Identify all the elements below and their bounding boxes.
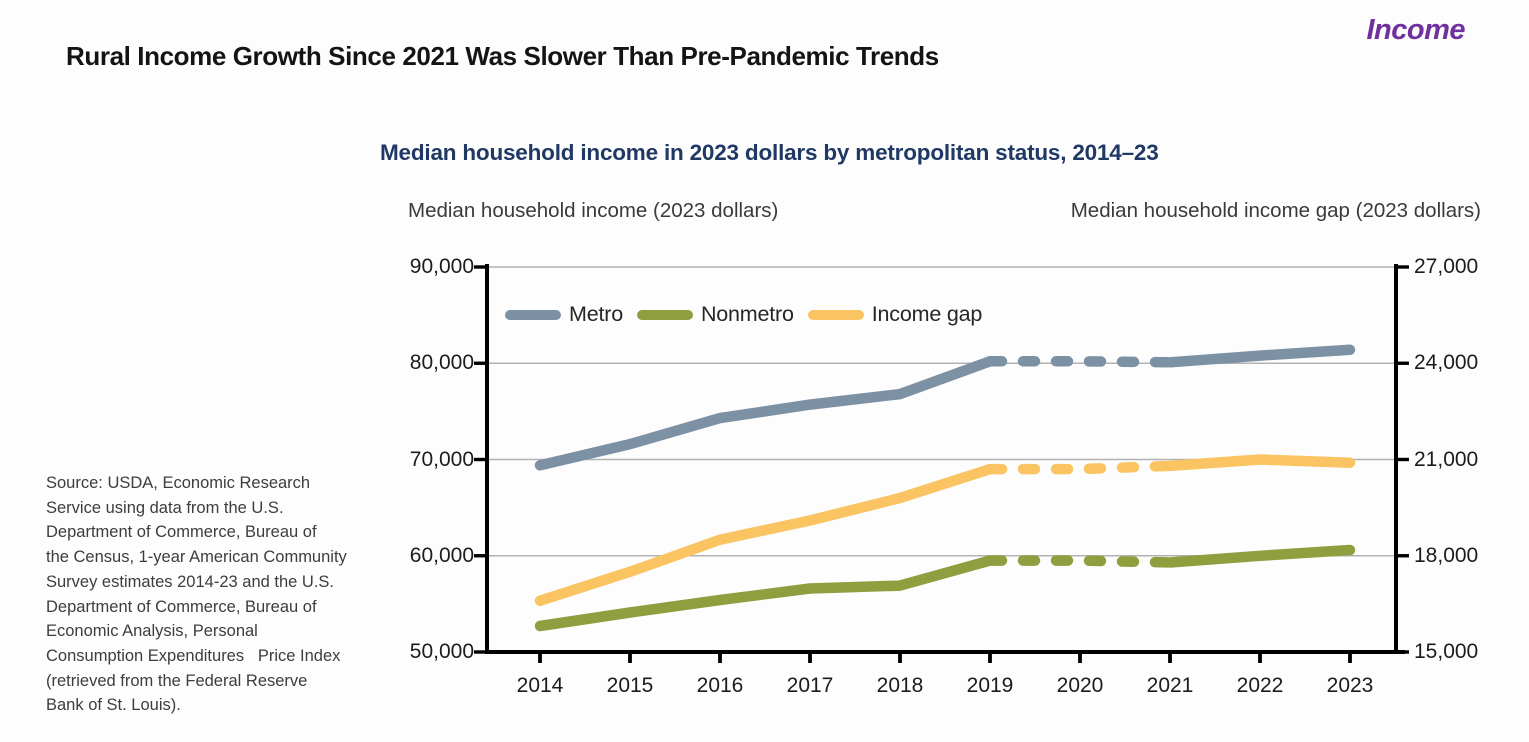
- source-note-line: the Census, 1-year American Community: [46, 548, 347, 567]
- x-axis-tick-label: 2015: [606, 674, 654, 697]
- x-axis-tick-label: 2022: [1236, 674, 1284, 697]
- chart-legend: Metro Nonmetro Income gap: [505, 302, 982, 327]
- right-axis-tick-label: 24,000: [1414, 351, 1479, 375]
- source-note-line: Bank of St. Louis).: [46, 696, 181, 715]
- left-axis-tick-label: 90,000: [409, 255, 474, 278]
- right-axis-title: Median household income gap (2023 dollar…: [1070, 199, 1481, 222]
- legend-item-metro: Metro: [505, 302, 623, 327]
- source-note-line: Economic Analysis, Personal: [46, 622, 258, 641]
- x-axis-tick-label: 2017: [786, 674, 834, 697]
- metro-line: [534, 356, 996, 471]
- left-axis-tick-label: 70,000: [409, 447, 474, 471]
- chart-title: Median household income in 2023 dollars …: [380, 140, 1159, 165]
- right-axis-tick-label: 21,000: [1414, 447, 1479, 471]
- x-axis-tick-label: 2019: [966, 674, 1014, 697]
- source-note-line: Survey estimates 2014-23 and the U.S.: [46, 572, 334, 591]
- nonmetro-line: [534, 555, 996, 632]
- x-axis-tick-label: 2023: [1326, 674, 1374, 697]
- source-note: Source: USDA, Economic Research Service u…: [46, 471, 347, 718]
- x-axis-tick-label: 2016: [696, 674, 744, 697]
- left-axis-title: Median household income (2023 dollars): [408, 199, 779, 222]
- income-gap-line: [534, 463, 996, 606]
- page-title: Rural Income Growth Since 2021 Was Slowe…: [66, 41, 939, 71]
- legend-item-income-gap: Income gap: [807, 302, 983, 327]
- source-note-line: Source: USDA, Economic Research: [46, 474, 311, 492]
- right-axis-tick-label: 15,000: [1414, 640, 1479, 663]
- slide-topic-tag: Income: [1366, 14, 1465, 46]
- left-axis-tick-label: 50,000: [409, 640, 474, 663]
- income-gap-line: [1164, 454, 1356, 472]
- source-note-line: Department of Commerce, Bureau of: [46, 523, 317, 542]
- left-axis-tick-label: 60,000: [409, 543, 474, 567]
- legend-swatch: [807, 309, 864, 320]
- income-gap-line-dashed: [984, 460, 1176, 475]
- source-note-line: Service using data from the U.S.: [46, 498, 284, 517]
- left-axis-tick-label: 80,000: [409, 351, 474, 375]
- source-note-line: Consumption Expenditures Price Index: [46, 646, 341, 665]
- legend-label: Metro: [569, 302, 623, 326]
- source-note-line: (retrieved from the Federal Reserve: [46, 671, 308, 690]
- legend-swatch: [636, 309, 693, 320]
- x-axis-tick-label: 2014: [516, 674, 564, 697]
- nonmetro-line: [1164, 544, 1356, 568]
- legend-item-nonmetro: Nonmetro: [636, 302, 794, 327]
- metro-line: [1164, 344, 1356, 368]
- metro-line-dashed: [984, 356, 1176, 368]
- nonmetro-line-dashed: [984, 555, 1176, 568]
- legend-label: Nonmetro: [700, 302, 794, 326]
- source-note-line: Department of Commerce, Bureau of: [46, 597, 317, 616]
- right-axis-tick-label: 18,000: [1414, 543, 1479, 567]
- legend-label: Income gap: [871, 302, 983, 326]
- right-axis-tick-label: 27,000: [1414, 255, 1479, 278]
- legend-swatch: [505, 309, 561, 320]
- x-axis-tick-label: 2021: [1146, 674, 1194, 697]
- x-axis-tick-label: 2020: [1056, 674, 1104, 697]
- x-axis-tick-label: 2018: [876, 674, 924, 697]
